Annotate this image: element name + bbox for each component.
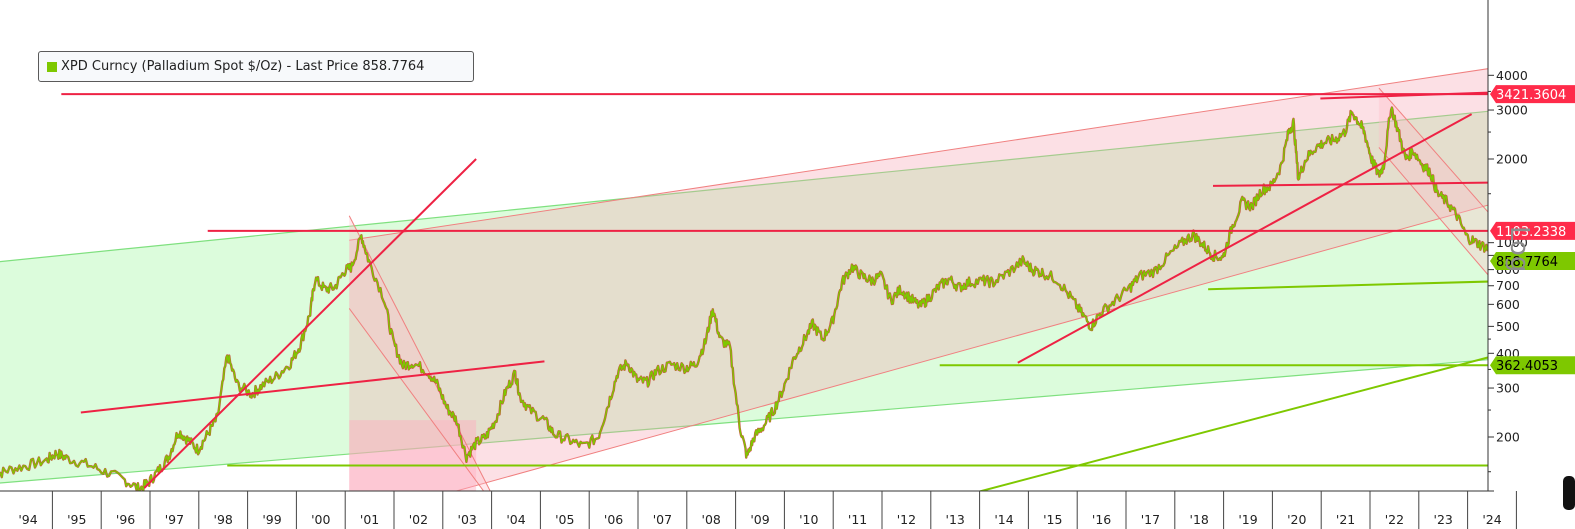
x-tick-label-'97: '97 [165,512,184,527]
trend-line-4 [1320,91,1488,100]
x-tick-label-'11: '11 [848,512,867,527]
x-tick-label-'22: '22 [1385,512,1404,527]
x-tick-label-'14: '14 [994,512,1013,527]
x-tick-label-'06: '06 [604,512,623,527]
falling-channel-lower-0 [348,308,485,491]
x-axis: '94 '95 '96 '97 '98 '99 '00 '01 '02 '03 '04 '05 '06 '… [18,491,1517,529]
x-tick-label-'19: '19 [1238,512,1257,527]
x-tick-label-'20: '20 [1287,512,1306,527]
price-tag-box-2 [1490,252,1575,271]
x-tick-label-'99: '99 [262,512,281,527]
price-tag-label-3: 362.4053 [1496,359,1558,374]
x-tick-label-'23: '23 [1434,512,1453,527]
price-tag-label-2: 858.7764 [1496,255,1558,270]
price-tag-2: 858.7764 [1490,252,1575,271]
y-axis: 2003004005006007008001000200030004000 [1488,68,1528,492]
y-tick-label-4000: 4000 [1496,68,1528,83]
log-scale-label: Log [1504,226,1534,273]
falling-channel-upper-1 [1378,87,1488,213]
price-tags: 3421.3604 1103.2338 858.7764 362.4053 [1490,85,1575,375]
green-channel-upper [0,110,1488,263]
x-tick-label-'00: '00 [311,512,330,527]
legend: XPD Curncy (Palladium Spot $/Oz) - Last … [38,51,474,82]
price-tag-label-0: 3421.3604 [1496,88,1566,103]
x-tick-label-'12: '12 [897,512,916,527]
x-tick-label-'16: '16 [1092,512,1111,527]
y-tick-label-2000: 2000 [1496,151,1528,166]
y-tick-label-3000: 3000 [1496,103,1528,118]
trend-line-0 [143,158,477,489]
price-tag-box-3 [1490,356,1575,375]
price-series-0 [0,106,1488,491]
x-tick-label-'07: '07 [653,512,672,527]
x-tick-label-'08: '08 [702,512,721,527]
x-tick-label-'05: '05 [555,512,574,527]
legend-label: XPD Curncy (Palladium Spot $/Oz) - Last … [61,59,425,74]
x-tick-label-'98: '98 [214,512,233,527]
trend-line-5 [1208,280,1488,291]
shaded-band-0 [349,420,477,491]
x-tick-label-'13: '13 [946,512,965,527]
y-tick-label-500: 500 [1496,319,1520,334]
trend-line-3 [1212,181,1488,187]
annotation-lines-layer [61,91,1488,491]
x-tick-label-'09: '09 [750,512,769,527]
y-tick-label-200: 200 [1496,429,1520,444]
price-tag-0: 3421.3604 [1490,85,1575,104]
x-tick-label-'18: '18 [1190,512,1209,527]
trend-line-1 [80,360,545,414]
x-tick-label-'21: '21 [1336,512,1355,527]
x-tick-label-'94: '94 [18,512,37,527]
red-rising-channel-lower [454,204,1488,491]
x-tick-label-'04: '04 [506,512,525,527]
price-tag-3: 362.4053 [1490,356,1575,375]
scroll-handle[interactable] [1563,476,1575,510]
price-tag-box-0 [1490,85,1575,104]
x-tick-label-'02: '02 [409,512,428,527]
x-tick-label-'17: '17 [1141,512,1160,527]
y-tick-label-700: 700 [1496,278,1520,293]
x-tick-label-'24: '24 [1482,512,1501,527]
trend-line-6 [977,356,1488,491]
y-tick-label-600: 600 [1496,297,1520,312]
x-tick-label-'10: '10 [799,512,818,527]
price-tag-box-1 [1490,221,1575,240]
x-tick-label-'01: '01 [360,512,379,527]
x-tick-label-'03: '03 [458,512,477,527]
price-series-layer [0,106,1488,491]
price-tag-label-1: 1103.2338 [1496,225,1566,240]
x-tick-label-'96: '96 [116,512,135,527]
x-tick-label-'15: '15 [1043,512,1062,527]
y-tick-label-300: 300 [1496,381,1520,396]
x-tick-label-'95: '95 [67,512,86,527]
trend-line-2 [1017,113,1473,364]
red-rising-channel-fill [349,68,1488,491]
legend-swatch [47,61,57,72]
falling-channel-upper-0 [348,215,491,491]
price-tag-1: 1103.2338 [1490,221,1575,240]
green-channel-lower [0,359,1488,484]
